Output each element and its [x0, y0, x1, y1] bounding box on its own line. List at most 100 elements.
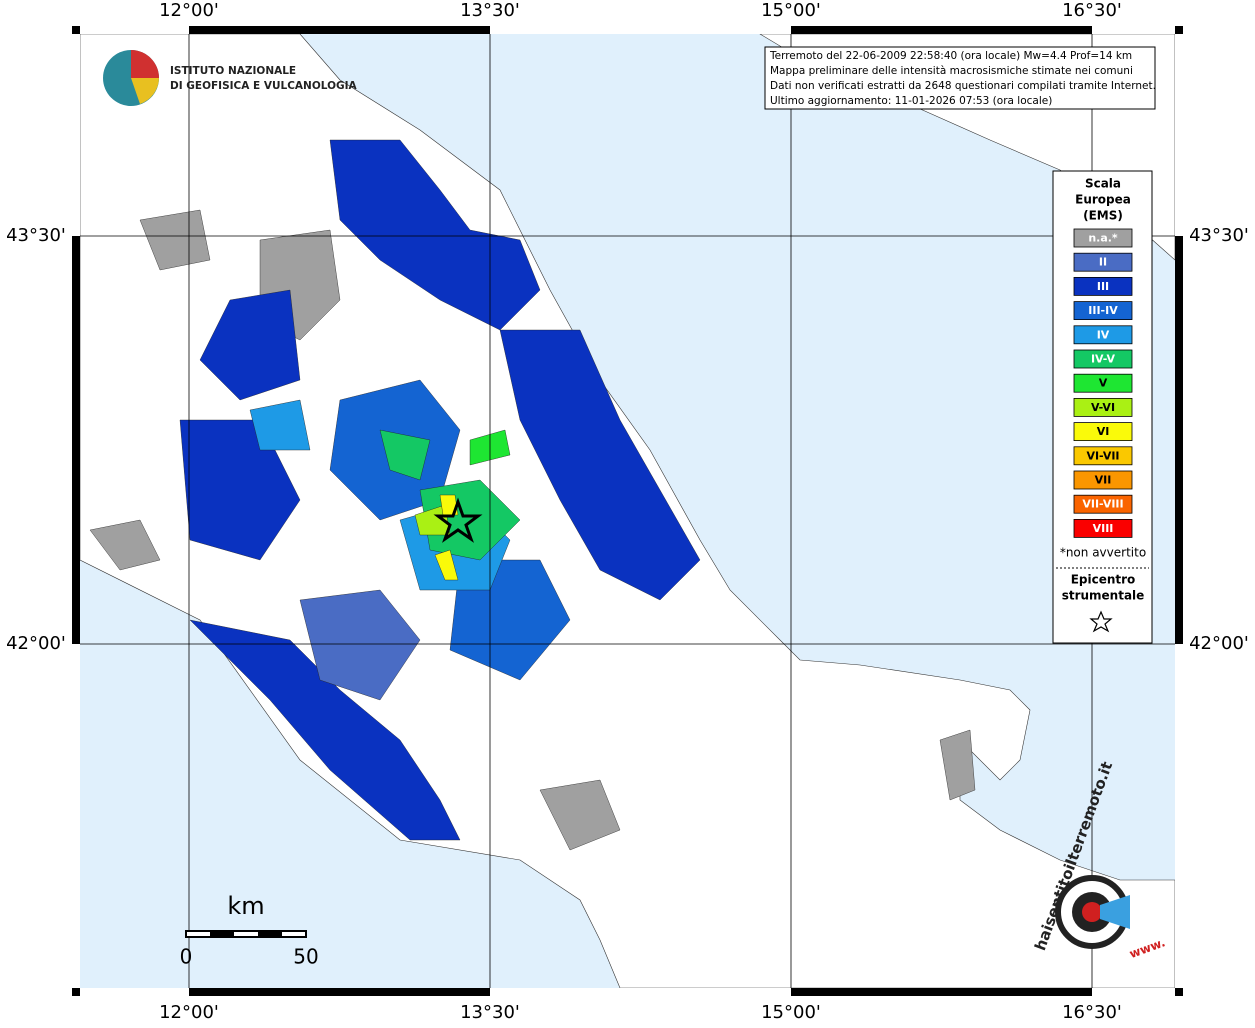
legend-label: V [1099, 377, 1108, 390]
legend: ScalaEuropea(EMS)n.a.*IIIIIIII-IVIVIV-VV… [1056, 177, 1149, 633]
legend-title: (EMS) [1083, 209, 1123, 223]
frame-seg [1175, 34, 1183, 236]
legend-swatch [1073, 494, 1133, 514]
legend-swatch [1073, 446, 1133, 466]
scale-bar-seg [210, 931, 234, 937]
lon-label: 16°30' [1062, 0, 1122, 21]
legend-label: IV [1097, 328, 1110, 341]
lat-label: 43°30' [6, 225, 66, 246]
logo-globe-part [131, 78, 159, 104]
area [539, 779, 621, 851]
lat-label: 42°00' [1189, 633, 1249, 654]
area [379, 429, 431, 481]
lon-label: 12°00' [159, 0, 219, 21]
legend-label: VIII [1093, 522, 1114, 535]
frame-seg [1175, 236, 1183, 644]
frame-seg [80, 26, 189, 34]
intensity-areas [89, 139, 976, 851]
frame-seg [1092, 988, 1175, 996]
legend-swatch [1073, 422, 1133, 442]
lat-label: 43°30' [1189, 225, 1249, 246]
lon-label: 13°30' [460, 0, 520, 21]
legend-swatch [1073, 276, 1133, 296]
legend-label: VI [1097, 425, 1110, 438]
area [199, 289, 301, 401]
logo-text: DI GEOFISICA E VULCANOLOGIA [170, 80, 358, 92]
info-line: Mappa preliminare delle intensità macros… [770, 65, 1133, 77]
area [179, 419, 301, 561]
legend-epicenter: strumentale [1062, 589, 1145, 603]
lon-label: 15°00' [761, 0, 821, 21]
frame-seg [1092, 26, 1175, 34]
legend-swatch [1073, 228, 1133, 248]
legend-title: Scala [1085, 177, 1121, 191]
frame-seg [72, 236, 80, 644]
legend-label: VI-VII [1086, 449, 1119, 462]
area [434, 549, 459, 581]
legend-label: VII [1095, 474, 1112, 487]
watermark-dot [1082, 902, 1102, 922]
lat-label: 42°00' [6, 633, 66, 654]
info-line: Ultimo aggiornamento: 11-01-2026 07:53 (… [770, 95, 1052, 107]
lon-label: 13°30' [460, 1002, 520, 1023]
frame-seg [189, 988, 490, 996]
area [939, 729, 976, 801]
info-line: Dati non verificati estratti da 2648 que… [770, 80, 1156, 92]
info-line: Terremoto del 22-06-2009 22:58:40 (ora l… [769, 50, 1132, 62]
area [439, 494, 459, 516]
scale-tick: 50 [293, 945, 318, 969]
scale-bar-seg [258, 931, 282, 937]
legend-note: *non avvertito [1060, 546, 1146, 560]
frame-seg [80, 988, 189, 996]
area [189, 619, 461, 841]
frame-seg [72, 34, 80, 236]
watermark-shape [1100, 895, 1130, 929]
frame-seg [1175, 644, 1183, 988]
legend-label: VII-VIII [1082, 498, 1123, 511]
legend-label: n.a.* [1088, 232, 1118, 245]
area [249, 399, 311, 451]
legend-title: Europea [1075, 193, 1131, 207]
legend-swatch [1073, 519, 1133, 538]
area [139, 209, 211, 271]
area [329, 139, 541, 331]
legend-swatch [1073, 470, 1133, 490]
legend-swatch [1073, 397, 1133, 417]
info-text: Terremoto del 22-06-2009 22:58:40 (ora l… [769, 50, 1156, 107]
legend-swatch [1073, 301, 1133, 321]
frame-seg [490, 26, 791, 34]
legend-label: II [1099, 256, 1107, 269]
area [299, 589, 421, 701]
legend-swatch [1073, 252, 1133, 272]
legend-swatch [1073, 325, 1133, 345]
frame-seg [490, 988, 791, 996]
lon-label: 16°30' [1062, 1002, 1122, 1023]
frame-ticks [72, 26, 1183, 996]
logo-globe-part [131, 50, 159, 78]
scale-tick: 0 [180, 945, 193, 969]
epicenter-star [433, 497, 483, 543]
info-box [764, 46, 1156, 110]
frame-seg [791, 26, 1092, 34]
legend-star [1089, 610, 1113, 633]
legend-label: III [1097, 280, 1109, 293]
map-area [80, 34, 1175, 988]
legend-label: IV-V [1091, 353, 1116, 366]
legend-epicenter: Epicentro [1071, 573, 1136, 587]
logo-text: ISTITUTO NAZIONALE [170, 65, 296, 77]
legend-swatch [1073, 373, 1133, 393]
frame-seg [791, 988, 1092, 996]
scale-unit: km [227, 892, 264, 920]
scale-bar [185, 930, 307, 938]
lon-label: 15°00' [761, 1002, 821, 1023]
frame-seg [72, 644, 80, 988]
area [499, 329, 701, 601]
legend-swatch [1073, 349, 1133, 369]
area [89, 519, 161, 571]
legend-label: V-VI [1091, 401, 1115, 414]
legend-label: III-IV [1088, 304, 1118, 317]
frame-seg [189, 26, 490, 34]
lon-label: 12°00' [159, 1002, 219, 1023]
